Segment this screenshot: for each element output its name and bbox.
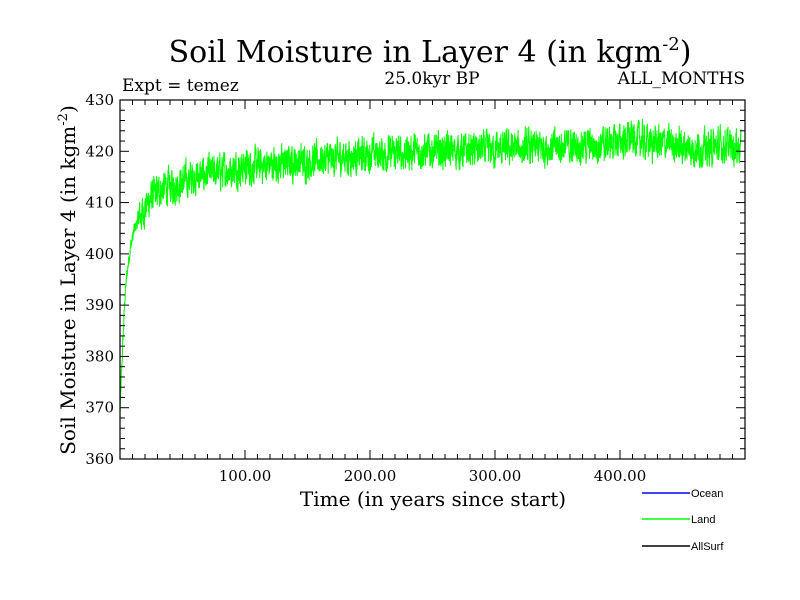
legend: Ocean Land AllSurf xyxy=(642,488,724,553)
period-label: 25.0kyr BP xyxy=(384,69,479,89)
y-tick-label: 420 xyxy=(85,142,114,160)
y-tick-label: 370 xyxy=(85,399,114,417)
x-tick-label: 200.00 xyxy=(344,467,397,485)
x-tick-label: 300.00 xyxy=(469,467,522,485)
x-tick-label: 100.00 xyxy=(219,467,272,485)
x-tick-label: 400.00 xyxy=(594,467,647,485)
series-line-land xyxy=(120,119,742,412)
legend-label-land: Land xyxy=(691,514,715,526)
legend-label-ocean: Ocean xyxy=(691,488,723,500)
chart-title: Soil Moisture in Layer 4 (in kgm-2) xyxy=(169,34,692,70)
series-layer xyxy=(120,119,742,412)
y-axis-label: Soil Moisture in Layer 4 (in kgm-2) xyxy=(56,105,80,455)
y-tick-label: 400 xyxy=(85,245,114,263)
y-tick-label: 430 xyxy=(85,91,114,109)
x-axis-label: Time (in years since start) xyxy=(300,487,566,511)
experiment-label: Expt = temez xyxy=(122,76,239,96)
y-tick-label: 390 xyxy=(85,296,114,314)
y-tick-label: 360 xyxy=(85,450,114,468)
tick-layer: 100.00 200.00 300.00 400.00 360 370 380 390 400 4… xyxy=(85,91,745,485)
y-tick-label: 410 xyxy=(85,194,114,212)
y-tick-label: 380 xyxy=(85,347,114,365)
legend-label-allsurf: AllSurf xyxy=(691,541,724,553)
months-label: ALL_MONTHS xyxy=(617,69,745,89)
